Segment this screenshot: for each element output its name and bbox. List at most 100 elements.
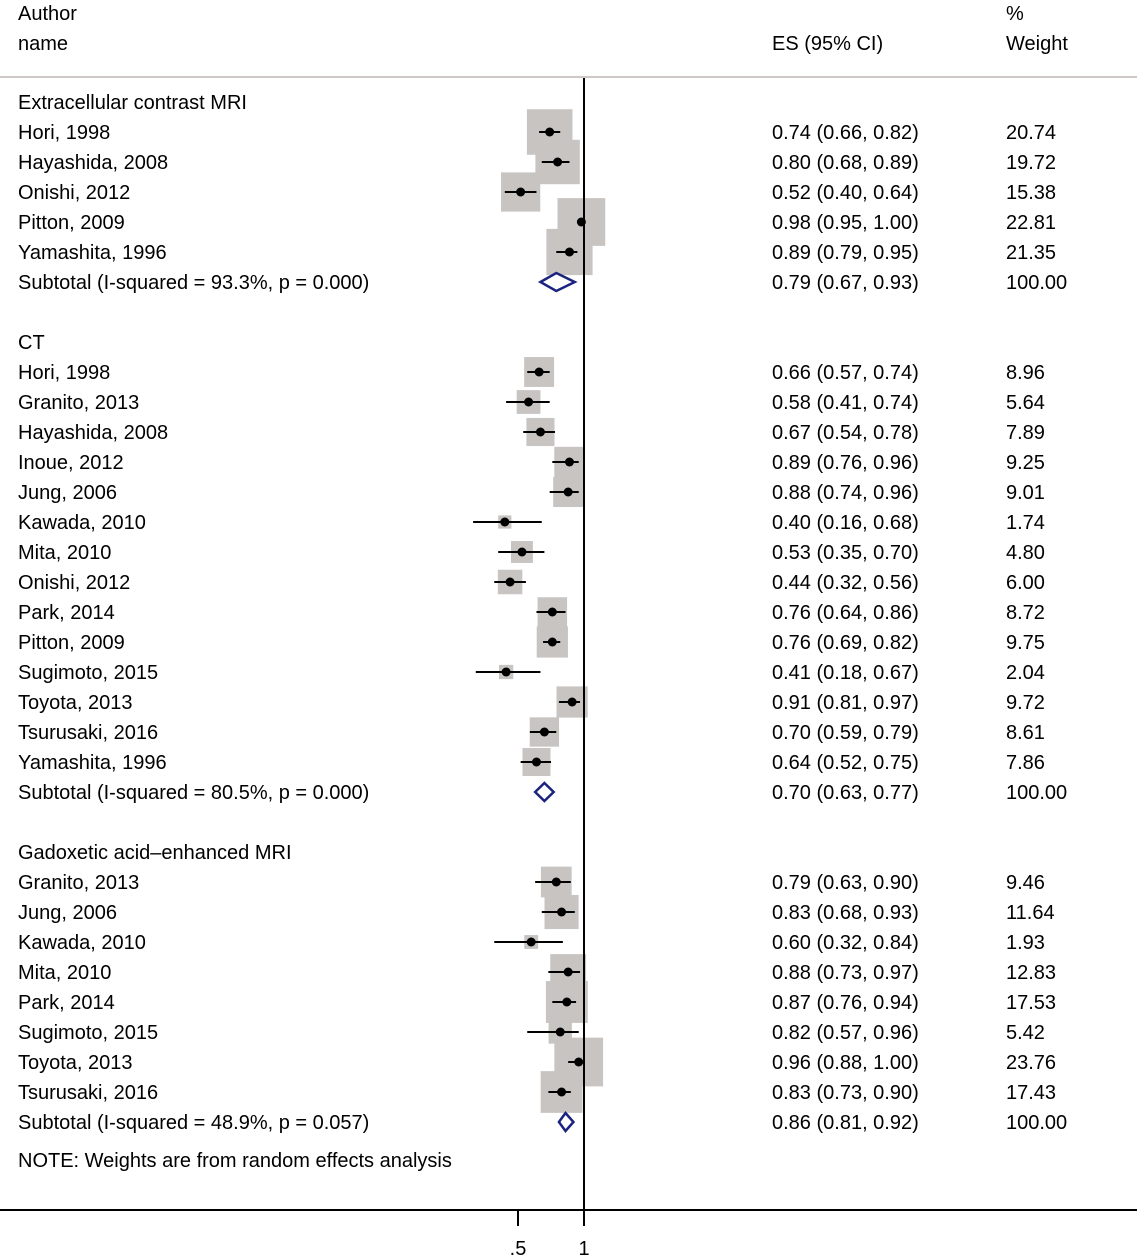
study-weight: 8.96 [1006, 362, 1045, 384]
study-weight: 1.74 [1006, 512, 1045, 534]
point-estimate [567, 697, 577, 707]
point-estimate [564, 457, 574, 467]
column-headers: Author name ES (95% CI) % Weight [18, 3, 1068, 55]
plot-rows: Extracellular contrast MRI Hori, 1998 0.74… [18, 92, 1067, 1172]
point-estimate [526, 937, 536, 947]
study-name: Granito, 2013 [18, 392, 139, 414]
study-es-ci: 0.44 (0.32, 0.56) [772, 572, 919, 594]
study-weight: 7.86 [1006, 752, 1045, 774]
study-weight: 9.01 [1006, 482, 1045, 504]
subtotal-weight: 100.00 [1006, 272, 1067, 294]
study-weight: 22.81 [1006, 212, 1056, 234]
study-name: Yamashita, 1996 [18, 242, 167, 264]
study-weight: 9.72 [1006, 692, 1045, 714]
study-name: Tsurusaki, 2016 [18, 722, 158, 744]
study-name: Mita, 2010 [18, 542, 111, 564]
study-name: Toyota, 2013 [18, 1052, 133, 1074]
subtotal-diamond [557, 1111, 576, 1133]
study-es-ci: 0.98 (0.95, 1.00) [772, 212, 919, 234]
study-es-ci: 0.80 (0.68, 0.89) [772, 152, 919, 174]
study-name: Kawada, 2010 [18, 932, 146, 954]
group-title: Extracellular contrast MRI [18, 92, 247, 114]
study-es-ci: 0.64 (0.52, 0.75) [772, 752, 919, 774]
study-es-ci: 0.83 (0.73, 0.90) [772, 1082, 919, 1104]
subtotal-es-ci: 0.79 (0.67, 0.93) [772, 272, 919, 294]
study-es-ci: 0.76 (0.69, 0.82) [772, 632, 919, 654]
point-estimate [534, 367, 544, 377]
study-weight: 8.72 [1006, 602, 1045, 624]
study-name: Yamashita, 1996 [18, 752, 167, 774]
study-es-ci: 0.96 (0.88, 1.00) [772, 1052, 919, 1074]
study-es-ci: 0.79 (0.63, 0.90) [772, 872, 919, 894]
study-weight: 4.80 [1006, 542, 1045, 564]
point-estimate [500, 517, 510, 527]
study-weight: 20.74 [1006, 122, 1056, 144]
weight-header-line2: Weight [1006, 33, 1068, 55]
study-weight: 9.25 [1006, 452, 1045, 474]
study-name: Hayashida, 2008 [18, 152, 168, 174]
point-estimate [535, 427, 545, 437]
x-tick-label: .5 [510, 1238, 527, 1259]
study-name: Park, 2014 [18, 992, 115, 1014]
study-es-ci: 0.52 (0.40, 0.64) [772, 182, 919, 204]
point-estimate [531, 757, 541, 767]
study-name: Sugimoto, 2015 [18, 1022, 158, 1044]
subtotal-es-ci: 0.70 (0.63, 0.77) [772, 782, 919, 804]
point-estimate [563, 487, 573, 497]
study-name: Onishi, 2012 [18, 572, 130, 594]
point-estimate [557, 1087, 567, 1097]
point-estimate [553, 157, 563, 167]
study-name: Toyota, 2013 [18, 692, 133, 714]
study-weight: 9.46 [1006, 872, 1045, 894]
author-header-line1: Author [18, 3, 77, 25]
subtotal-diamond [533, 781, 556, 803]
subtotal-label: Subtotal (I-squared = 48.9%, p = 0.057) [18, 1112, 369, 1134]
study-weight: 5.64 [1006, 392, 1045, 414]
study-weight: 23.76 [1006, 1052, 1056, 1074]
study-es-ci: 0.89 (0.76, 0.96) [772, 452, 919, 474]
study-weight: 7.89 [1006, 422, 1045, 444]
weight-header-line1: % [1006, 3, 1024, 25]
study-es-ci: 0.91 (0.81, 0.97) [772, 692, 919, 714]
point-estimate [564, 247, 574, 257]
point-estimate [501, 667, 511, 677]
point-estimate [557, 907, 567, 917]
study-name: Inoue, 2012 [18, 452, 124, 474]
es-header: ES (95% CI) [772, 33, 883, 55]
study-name: Granito, 2013 [18, 872, 139, 894]
footnote: NOTE: Weights are from random effects an… [18, 1150, 452, 1172]
study-es-ci: 0.87 (0.76, 0.94) [772, 992, 919, 1014]
subtotal-diamond [537, 271, 578, 293]
study-name: Pitton, 2009 [18, 212, 125, 234]
study-es-ci: 0.67 (0.54, 0.78) [772, 422, 919, 444]
study-weight: 9.75 [1006, 632, 1045, 654]
study-name: Park, 2014 [18, 602, 115, 624]
study-es-ci: 0.88 (0.73, 0.97) [772, 962, 919, 984]
point-estimate [539, 727, 549, 737]
study-es-ci: 0.40 (0.16, 0.68) [772, 512, 919, 534]
study-weight: 19.72 [1006, 152, 1056, 174]
point-estimate [563, 967, 573, 977]
point-estimate [545, 127, 555, 137]
study-weight: 17.53 [1006, 992, 1056, 1014]
study-weight: 2.04 [1006, 662, 1045, 684]
study-es-ci: 0.53 (0.35, 0.70) [772, 542, 919, 564]
group-title: Gadoxetic acid–enhanced MRI [18, 842, 292, 864]
study-name: Jung, 2006 [18, 902, 117, 924]
study-weight: 1.93 [1006, 932, 1045, 954]
study-name: Hori, 1998 [18, 122, 110, 144]
subtotal-label: Subtotal (I-squared = 80.5%, p = 0.000) [18, 782, 369, 804]
subtotal-es-ci: 0.86 (0.81, 0.92) [772, 1112, 919, 1134]
study-name: Mita, 2010 [18, 962, 111, 984]
study-weight: 21.35 [1006, 242, 1056, 264]
study-weight: 17.43 [1006, 1082, 1056, 1104]
study-es-ci: 0.58 (0.41, 0.74) [772, 392, 919, 414]
study-name: Kawada, 2010 [18, 512, 146, 534]
point-estimate [517, 547, 527, 557]
point-estimate [574, 1057, 584, 1067]
study-es-ci: 0.89 (0.79, 0.95) [772, 242, 919, 264]
subtotal-weight: 100.00 [1006, 1112, 1067, 1134]
point-estimate [547, 607, 557, 617]
study-name: Hayashida, 2008 [18, 422, 168, 444]
